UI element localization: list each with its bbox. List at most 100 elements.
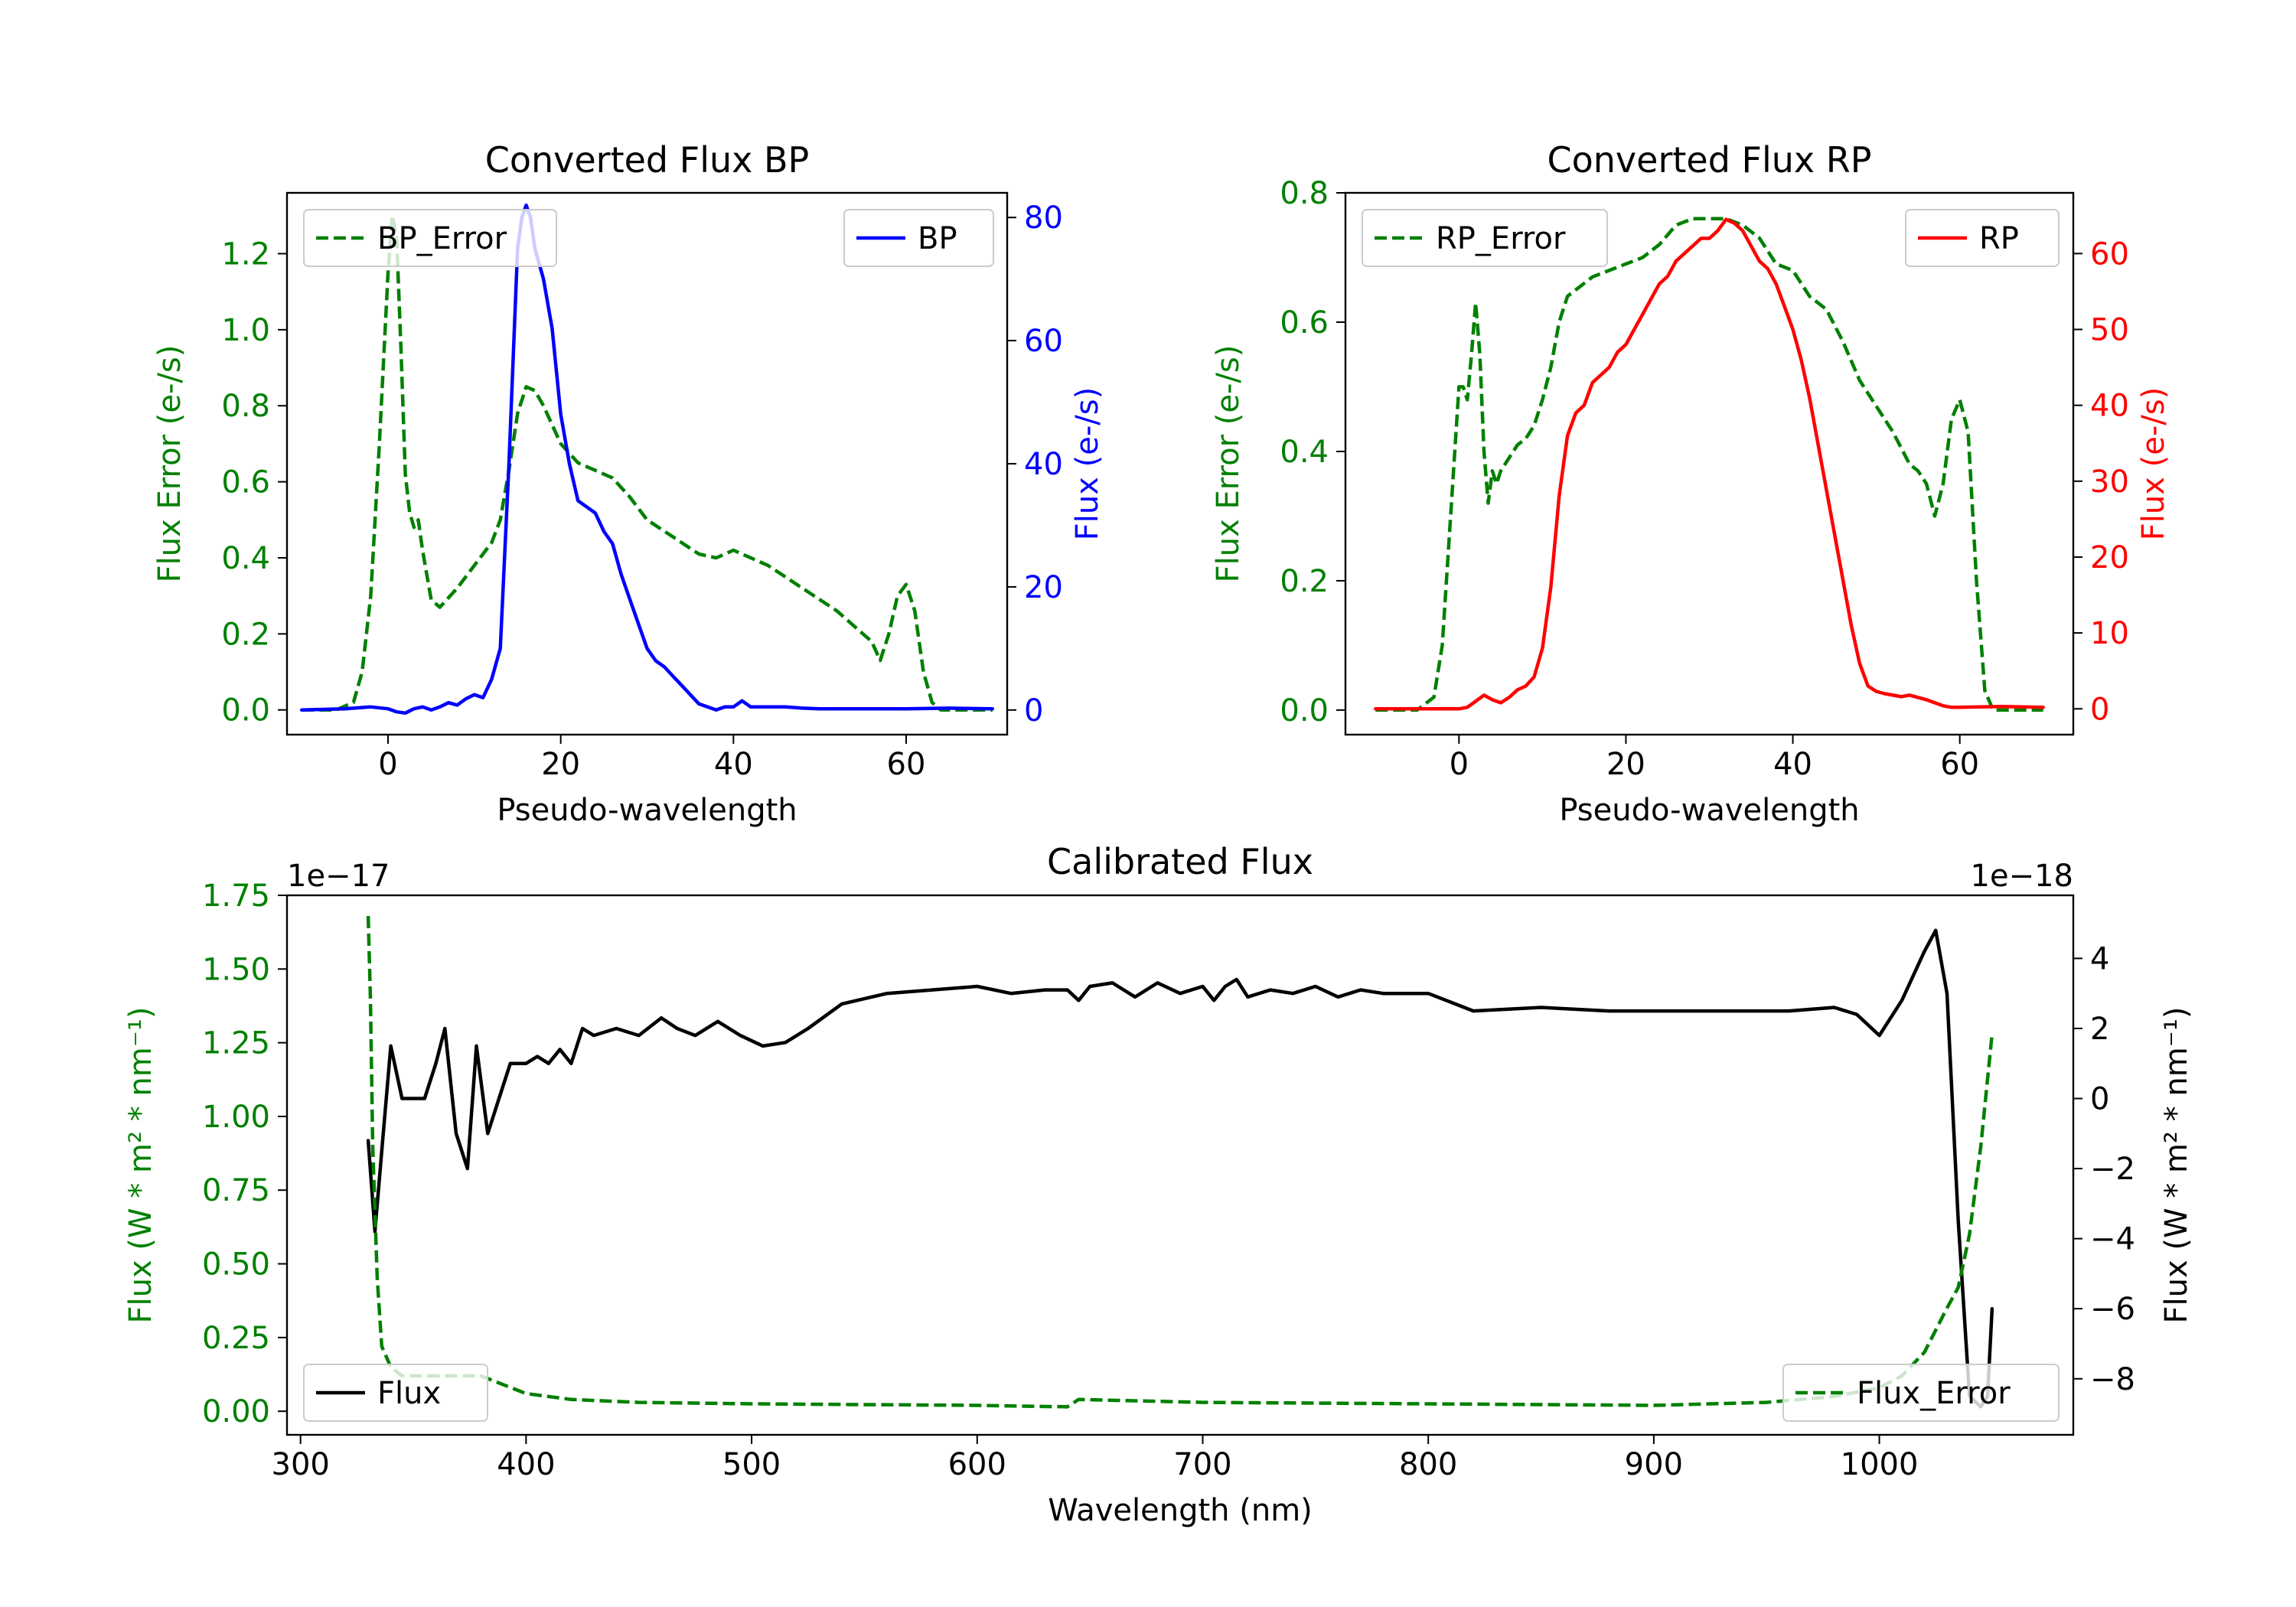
series-line-flux	[366, 928, 1994, 1409]
y-axis-label-right: Flux (e-/s)	[1070, 387, 1105, 540]
legend-label: RP	[1979, 221, 2019, 256]
y-tick-label-left: 0.50	[202, 1247, 270, 1283]
y-tick-label-right: 4	[2090, 941, 2109, 976]
series-line-bp	[299, 203, 995, 715]
legend-box	[1362, 209, 1608, 267]
x-tick-label: 300	[272, 1447, 330, 1482]
y-tick-label-right: 0	[1024, 693, 1043, 729]
chart-bp: Converted Flux BP 0 20 40 60 Pseudo-wavelengt…	[152, 139, 1105, 828]
y-axis-label-right: Flux (e-/s)	[2136, 387, 2171, 540]
chart-title: Calibrated Flux	[1047, 841, 1313, 882]
legend-r: Flux_Error	[1782, 1364, 2060, 1422]
y-tick-label-right: 10	[2090, 616, 2129, 651]
legend-l: Flux	[303, 1364, 488, 1422]
y-tick-label-right: 60	[1024, 324, 1063, 359]
x-tick-label: 20	[541, 747, 580, 782]
legend-label: RP_Error	[1436, 221, 1566, 256]
x-tick-label: 700	[1173, 1447, 1231, 1482]
series-line-bp-error	[302, 214, 993, 712]
x-tick-label: 40	[714, 747, 753, 782]
chart-title: Converted Flux RP	[1548, 139, 1872, 181]
legend-r: BP	[843, 209, 994, 267]
x-tick-label: 1000	[1841, 1447, 1919, 1482]
plot-frame	[285, 894, 2075, 1436]
y-axis-label-left: Flux Error (e-/s)	[1211, 345, 1246, 583]
y-tick-label-left: 0.75	[202, 1173, 270, 1208]
x-tick-label: 500	[722, 1447, 781, 1482]
y-tick-label-left: 0.2	[221, 617, 270, 652]
chart-title: Converted Flux BP	[485, 139, 810, 181]
y-tick-label-left: 0.0	[221, 693, 270, 729]
legend-l: RP_Error	[1362, 209, 1608, 267]
y-tick-label-left: 1.75	[202, 878, 270, 914]
x-axis-label: Wavelength (nm)	[1048, 1493, 1313, 1528]
y-tick-label-left: 1.2	[221, 236, 270, 272]
x-tick-label: 900	[1625, 1447, 1683, 1482]
legend-label: Flux	[377, 1376, 441, 1411]
y-axis-label-left: Flux Error (e-/s)	[152, 345, 188, 583]
plot-frame	[285, 191, 1009, 736]
y-tick-label-right: 80	[1024, 200, 1063, 236]
y-tick-label-left: 0.00	[202, 1394, 270, 1429]
series-line-rp	[1374, 217, 2045, 711]
legend-r: RP	[1905, 209, 2060, 267]
y-axis-label-right: Flux (W * m² * nm⁻¹)	[2159, 1007, 2194, 1324]
legend-label: Flux_Error	[1857, 1376, 2011, 1411]
legend-box	[843, 209, 994, 267]
y-tick-label-left: 0.6	[221, 465, 270, 500]
legend-box	[1905, 209, 2060, 267]
y-tick-label-left: 1.50	[202, 952, 270, 987]
legend-l: BP_Error	[303, 209, 557, 267]
x-axis-label: Pseudo-wavelength	[497, 793, 797, 828]
legend-box	[1782, 1364, 2060, 1422]
y-axis-label-left: Flux (W * m² * nm⁻¹)	[123, 1007, 158, 1324]
y-tick-label-right: −6	[2090, 1292, 2135, 1327]
legend-label: BP_Error	[377, 221, 507, 256]
y-tick-label-left: 0.25	[202, 1321, 270, 1356]
y-tick-label-left: 0.8	[221, 389, 270, 424]
y-tick-label-right: 40	[1024, 447, 1063, 482]
x-tick-label: 400	[497, 1447, 555, 1482]
y-tick-label-left: 1.25	[202, 1026, 270, 1061]
y-tick-label-right: 50	[2090, 312, 2129, 347]
legend-label: BP	[918, 221, 957, 256]
y-tick-label-right: −8	[2090, 1362, 2135, 1397]
y-tick-label-right: 40	[2090, 389, 2129, 424]
x-tick-label: 40	[1773, 747, 1812, 782]
x-tick-label: 600	[948, 1447, 1006, 1482]
offset-label-left: 1e−17	[287, 859, 390, 894]
y-tick-label-right: −4	[2090, 1222, 2135, 1257]
chart-rp: Converted Flux RP 0 20 40 60 Pseudo-wavelengt…	[1211, 139, 2171, 828]
y-tick-label-right: 20	[2090, 540, 2129, 575]
legend-box	[303, 1364, 488, 1422]
y-tick-label-left: 0.6	[1280, 305, 1329, 341]
series-line-rp-error	[1375, 217, 2043, 712]
chart-cal: Calibrated Flux 300 400 500 600 700 800 900 1000…	[123, 841, 2194, 1528]
y-tick-label-right: −2	[2090, 1152, 2135, 1187]
y-tick-label-right: 20	[1024, 570, 1063, 605]
x-tick-label: 800	[1399, 1447, 1457, 1482]
y-tick-label-right: 0	[2090, 692, 2109, 727]
y-tick-label-left: 0.2	[1280, 564, 1329, 599]
y-tick-label-left: 0.0	[1280, 693, 1329, 729]
x-tick-label: 60	[887, 747, 926, 782]
x-tick-label: 60	[1940, 747, 1979, 782]
y-tick-label-right: 30	[2090, 464, 2129, 500]
y-tick-label-left: 1.0	[221, 313, 270, 348]
x-tick-label: 0	[1450, 747, 1469, 782]
series-line-flux-error	[366, 915, 1994, 1409]
y-tick-label-left: 0.4	[1280, 435, 1329, 470]
offset-label-right: 1e−18	[1971, 859, 2073, 894]
y-tick-label-right: 2	[2090, 1012, 2109, 1047]
y-tick-label-left: 0.4	[221, 541, 270, 576]
x-tick-label: 0	[378, 747, 397, 782]
legend-box	[303, 209, 557, 267]
y-tick-label-right: 0	[2090, 1082, 2109, 1117]
plot-frame	[1344, 191, 2075, 736]
y-tick-label-left: 0.8	[1280, 176, 1329, 211]
x-axis-label: Pseudo-wavelength	[1559, 793, 1859, 828]
y-tick-label-right: 60	[2090, 236, 2129, 272]
y-tick-label-left: 1.00	[202, 1100, 270, 1135]
x-tick-label: 20	[1606, 747, 1645, 782]
